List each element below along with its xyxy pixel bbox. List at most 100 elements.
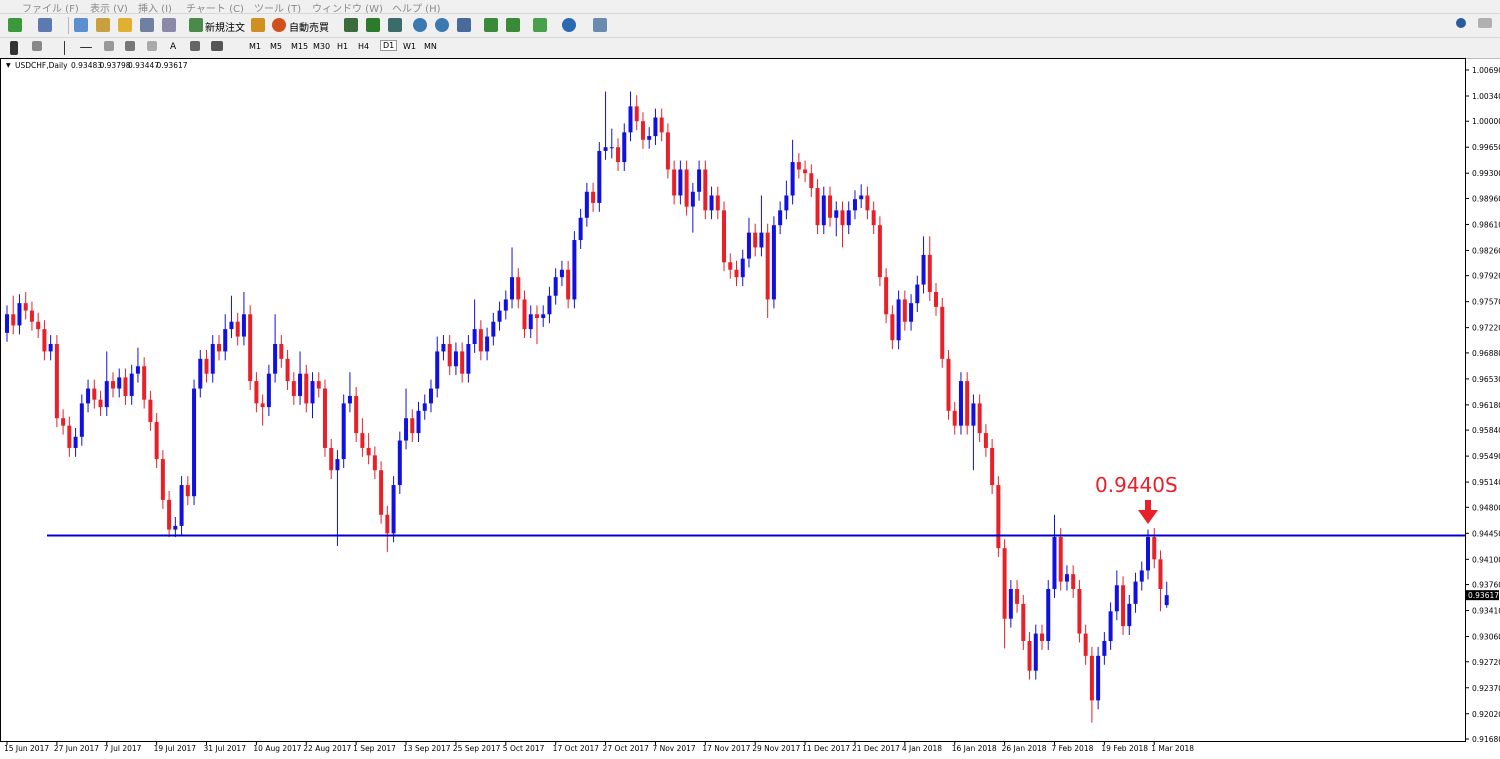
candle-body: [229, 321, 234, 330]
zoom-in-icon[interactable]: [413, 18, 427, 32]
candle-body: [86, 388, 91, 404]
menu-item[interactable]: ウィンドウ (W): [312, 4, 383, 15]
hline-icon[interactable]: [80, 47, 92, 48]
line-chart-icon[interactable]: [388, 18, 402, 32]
new-order-button[interactable]: 新規注文: [205, 23, 245, 34]
candle-body: [29, 310, 34, 322]
cursor-icon[interactable]: [10, 41, 18, 55]
candle-body: [765, 232, 770, 300]
x-tick-label: 10 Aug 2017: [253, 744, 301, 753]
timeframe-button[interactable]: M15: [291, 42, 309, 51]
menu-item[interactable]: 挿入 (I): [138, 4, 172, 15]
candle-body: [248, 314, 253, 382]
menu-item[interactable]: チャート (C): [186, 4, 244, 15]
candle-body: [697, 169, 702, 192]
menu-item[interactable]: ツール (T): [254, 4, 302, 15]
candle-body: [927, 254, 932, 293]
candle-body: [709, 195, 714, 211]
autoscroll-icon[interactable]: [484, 18, 498, 32]
navigator-icon[interactable]: [96, 18, 110, 32]
timeframe-button[interactable]: M30: [313, 42, 331, 51]
plot-border: [0, 58, 1466, 742]
auto-trading-button[interactable]: 自動売買: [289, 23, 329, 34]
candle-body: [347, 395, 352, 404]
timeframe-button[interactable]: W1: [403, 42, 416, 51]
trendline-icon[interactable]: [104, 41, 114, 51]
tile-icon[interactable]: [457, 18, 471, 32]
zoom-out-icon[interactable]: [435, 18, 449, 32]
text-tool[interactable]: A: [170, 42, 177, 52]
data-window-icon[interactable]: [118, 18, 132, 32]
bar-chart-icon[interactable]: [344, 18, 358, 32]
x-tick-label: 7 Nov 2017: [652, 744, 695, 753]
y-tick-label: 0.92020: [1472, 710, 1500, 719]
search-icon[interactable]: [1456, 18, 1466, 28]
timeframe-button[interactable]: MN: [424, 42, 437, 51]
candle-body: [1127, 603, 1132, 627]
candle-body: [584, 191, 589, 218]
candle-body: [684, 169, 689, 207]
market-watch-icon[interactable]: [74, 18, 88, 32]
x-tick-label: 4 Jan 2018: [902, 744, 942, 753]
timeframe-button[interactable]: M1: [249, 42, 261, 51]
periods-icon[interactable]: [562, 18, 576, 32]
candle-body: [5, 314, 9, 333]
channel-icon[interactable]: [125, 41, 135, 51]
candle-body: [1077, 589, 1082, 634]
templates-icon[interactable]: [593, 18, 607, 32]
candle-body: [1158, 559, 1163, 590]
arrows-icon[interactable]: [211, 41, 223, 51]
candle-body: [971, 403, 976, 426]
candle-body: [672, 169, 677, 196]
chart-shift-icon[interactable]: [506, 18, 520, 32]
candle-body: [453, 351, 458, 367]
timeframe-button[interactable]: H1: [337, 42, 349, 51]
fibo-icon[interactable]: [147, 41, 157, 51]
candle-body: [840, 210, 845, 226]
label-icon[interactable]: [190, 41, 200, 51]
timeframe-button[interactable]: D1: [380, 40, 398, 51]
candle-body: [603, 147, 608, 151]
menu-item[interactable]: ヘルプ (H): [392, 4, 441, 15]
auto-trading-icon[interactable]: [272, 18, 286, 32]
candle-body: [485, 336, 490, 352]
tester-icon[interactable]: [162, 18, 176, 32]
y-tick-label: 0.98260: [1472, 246, 1500, 255]
candle-chart-icon[interactable]: [366, 18, 380, 32]
symbol-arrow: ▼: [6, 62, 11, 69]
candle-body: [902, 299, 907, 322]
candle-body: [385, 514, 390, 534]
candle-body: [497, 310, 502, 322]
candle-body: [746, 232, 751, 259]
candle-body: [310, 381, 315, 404]
candle-body: [17, 303, 22, 326]
candle-body: [616, 147, 621, 163]
x-tick-label: 19 Jul 2017: [154, 744, 197, 753]
menu-item[interactable]: ファイル (F): [22, 4, 79, 15]
y-tick-label: 0.98960: [1472, 194, 1500, 203]
terminal-icon[interactable]: [140, 18, 154, 32]
candle-body: [559, 269, 564, 278]
annotation-arrow-shaft: [1145, 500, 1151, 512]
crosshair-icon[interactable]: [32, 41, 42, 51]
candle-body: [104, 381, 109, 408]
timeframe-button[interactable]: M5: [270, 42, 282, 51]
x-tick-label: 19 Feb 2018: [1101, 744, 1148, 753]
candle-body: [1064, 574, 1069, 582]
toolbar-objects: A M1 M5 M15 M30 H1 H4 D1 W1 MN: [0, 37, 1500, 59]
metaeditor-icon[interactable]: [251, 18, 265, 32]
vline-icon[interactable]: [64, 41, 65, 55]
candle-body: [828, 195, 833, 218]
candle-body: [73, 436, 78, 448]
new-chart-icon[interactable]: [8, 18, 22, 32]
new-order-icon[interactable]: [189, 18, 203, 32]
separator: [68, 17, 69, 34]
y-tick-label: 0.96530: [1472, 375, 1500, 384]
indicators-icon[interactable]: [533, 18, 547, 32]
menu-item[interactable]: 表示 (V): [90, 4, 128, 15]
profiles-icon[interactable]: [38, 18, 52, 32]
timeframe-button[interactable]: H4: [358, 42, 370, 51]
candle-body: [859, 195, 864, 200]
candle-body: [92, 388, 97, 400]
chat-icon[interactable]: [1478, 18, 1492, 28]
